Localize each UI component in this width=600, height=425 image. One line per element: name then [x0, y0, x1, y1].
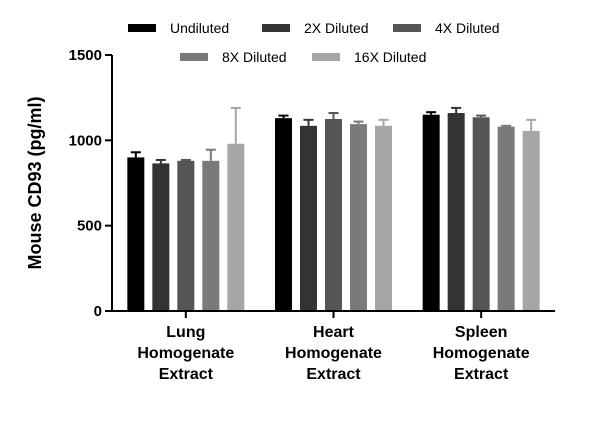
- bar: [497, 126, 515, 312]
- legend-swatch: [312, 53, 340, 61]
- y-axis: 0 500 1000 1500: [69, 47, 113, 320]
- x-tick-label: Extract: [159, 366, 214, 383]
- legend-swatch: [180, 53, 208, 61]
- x-tick-label: Homogenate: [433, 345, 530, 362]
- x-tick-label: Spleen: [455, 324, 507, 341]
- x-tick-label: Heart: [313, 324, 355, 341]
- bar: [472, 117, 490, 311]
- legend-swatch: [262, 24, 290, 32]
- bars: [127, 106, 540, 312]
- legend-label: 4X Diluted: [435, 20, 500, 36]
- legend-item: Undiluted: [128, 20, 229, 36]
- x-tick-label: Homogenate: [285, 345, 382, 362]
- bar: [447, 113, 465, 311]
- legend: Undiluted 2X Diluted 4X Diluted 8X Diluted 1…: [128, 20, 500, 65]
- legend-item: 4X Diluted: [393, 20, 500, 36]
- bar: [350, 124, 367, 312]
- legend-label: 16X Diluted: [354, 49, 426, 65]
- legend-item: 16X Diluted: [312, 49, 426, 65]
- legend-label: Undiluted: [170, 20, 229, 36]
- bar: [275, 118, 292, 311]
- legend-item: 8X Diluted: [180, 49, 287, 65]
- bar: [422, 114, 440, 311]
- bar: [177, 160, 195, 311]
- x-tick-label: Homogenate: [137, 345, 234, 362]
- y-tick-label: 1000: [69, 132, 102, 149]
- bar: [325, 119, 342, 311]
- y-tick-label: 0: [94, 303, 102, 320]
- bar: [227, 143, 245, 311]
- legend-swatch: [393, 24, 421, 32]
- bar: [375, 125, 392, 312]
- x-tick-label: Lung: [166, 324, 205, 341]
- legend-swatch: [128, 24, 156, 32]
- x-axis: Lung Homogenate Extract Heart Homogenate Extr…: [112, 310, 555, 383]
- bar: [300, 125, 317, 312]
- bar: [522, 130, 540, 311]
- legend-label: 8X Diluted: [222, 49, 287, 65]
- legend-label: 2X Diluted: [304, 20, 369, 36]
- legend-item: 2X Diluted: [262, 20, 369, 36]
- bar: [152, 163, 170, 311]
- y-tick-label: 500: [77, 218, 102, 235]
- x-tick-label: Extract: [454, 366, 509, 383]
- y-axis-label: Mouse CD93 (pg/ml): [25, 96, 45, 269]
- y-tick-label: 1500: [69, 47, 102, 64]
- bar: [127, 157, 145, 311]
- x-tick-label: Extract: [306, 366, 361, 383]
- bar: [202, 160, 220, 311]
